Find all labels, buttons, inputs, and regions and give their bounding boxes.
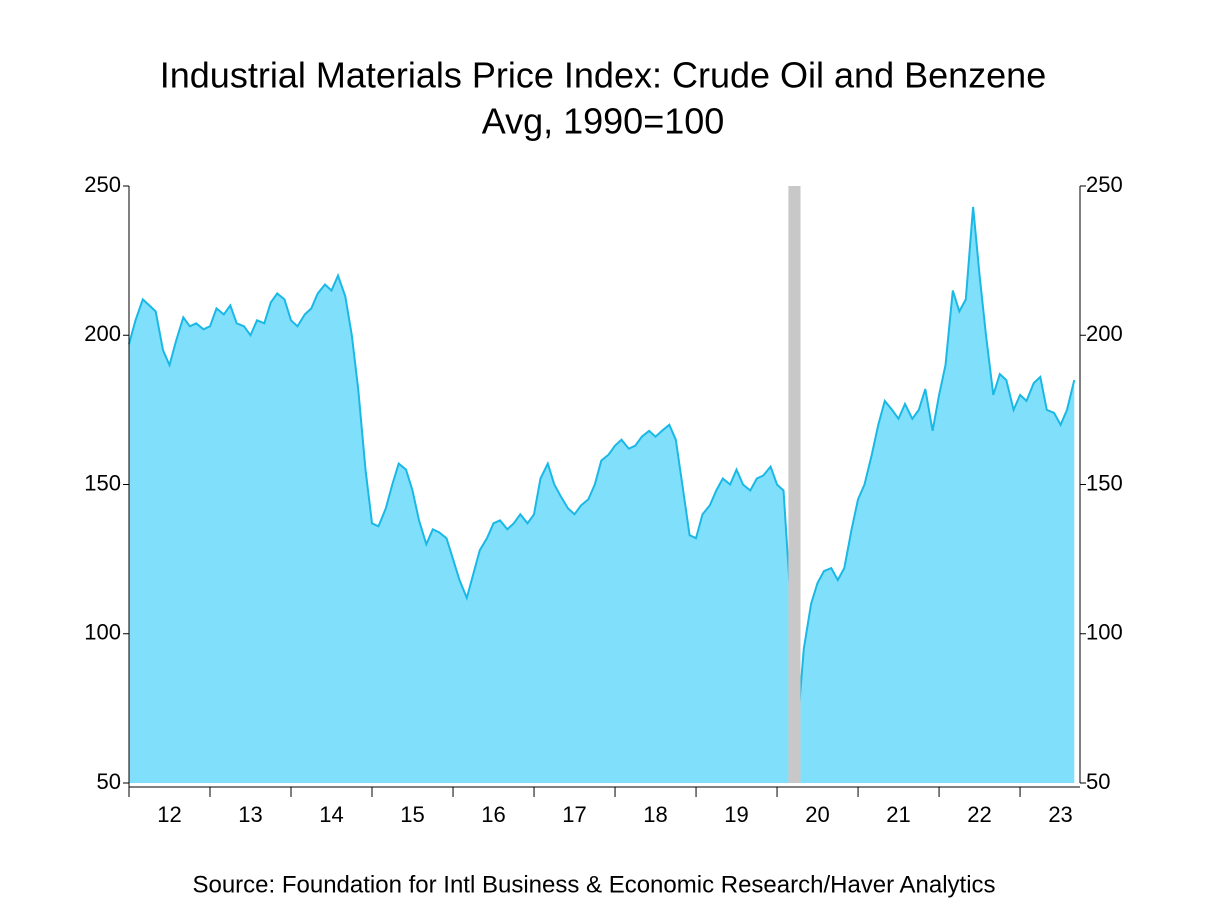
chart-title: Industrial Materials Price Index: Crude …: [160, 55, 1046, 96]
x-tick-label: 20: [805, 802, 829, 827]
y-tick-label: 50: [97, 769, 121, 794]
y2-tick-label: 250: [1086, 172, 1123, 197]
x-tick-label: 16: [481, 802, 505, 827]
x-tick-label: 17: [562, 802, 586, 827]
x-tick-label: 15: [400, 802, 424, 827]
y-tick-label: 150: [84, 470, 121, 495]
x-tick-label: 23: [1048, 802, 1072, 827]
x-tick-label: 19: [724, 802, 748, 827]
x-tick-label: 13: [238, 802, 262, 827]
y-tick-label: 200: [84, 321, 121, 346]
x-tick-label: 22: [967, 802, 991, 827]
x-tick-label: 18: [643, 802, 667, 827]
y2-tick-label: 50: [1086, 769, 1110, 794]
y2-tick-label: 200: [1086, 321, 1123, 346]
y-tick-label: 100: [84, 620, 121, 645]
recession-shade: [788, 186, 801, 783]
chart-subtitle: Avg, 1990=100: [482, 101, 725, 142]
y2-tick-label: 100: [1086, 620, 1123, 645]
area-line: [128, 206, 1076, 730]
y2-tick-label: 150: [1086, 470, 1123, 495]
y-tick-label: 250: [84, 172, 121, 197]
area-fill: [129, 206, 1075, 783]
x-tick-label: 14: [319, 802, 343, 827]
source-note: Source: Foundation for Intl Business & E…: [192, 871, 995, 898]
x-tick-label: 21: [886, 802, 910, 827]
x-tick-label: 12: [157, 802, 181, 827]
